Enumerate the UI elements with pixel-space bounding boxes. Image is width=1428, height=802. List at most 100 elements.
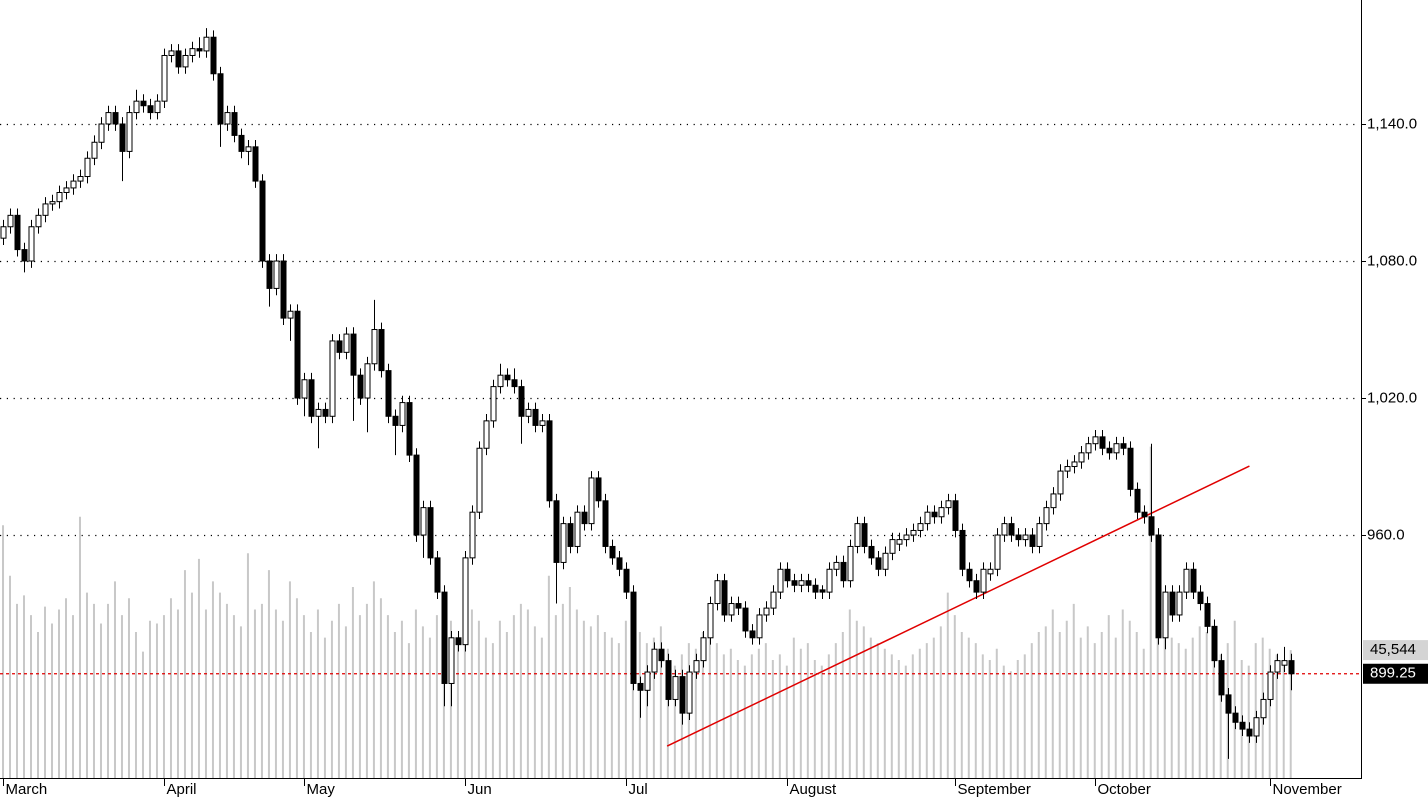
candle-body (910, 529, 917, 536)
candle-body (525, 408, 532, 417)
candle-body (154, 100, 161, 114)
volume-value-box (1363, 640, 1428, 661)
candle-body (812, 584, 819, 593)
candle-body (1176, 591, 1183, 616)
candle-body (413, 454, 420, 536)
x-tick-label: November (1273, 781, 1342, 798)
candle-body (707, 603, 714, 639)
candle-body (1064, 466, 1071, 472)
candle-body (357, 374, 364, 399)
candle-body (1211, 625, 1218, 662)
candle-body (483, 420, 490, 449)
volume-value-label: 45,544 (1370, 641, 1416, 658)
candle-body (840, 561, 847, 582)
candle-body (770, 591, 777, 609)
candle-body (896, 539, 903, 545)
candle-body (847, 545, 854, 582)
candle-body (490, 386, 497, 422)
candle-body (511, 379, 518, 388)
candle-body (735, 603, 742, 609)
candle-body (714, 580, 721, 605)
candle-body (14, 214, 21, 251)
candle-body (35, 214, 42, 228)
candle-body (588, 477, 595, 525)
candle-body (7, 214, 14, 228)
candle-body (1106, 447, 1113, 454)
candle-body (784, 568, 791, 582)
candle-body (98, 123, 105, 143)
candle-body (21, 249, 28, 262)
candle-body (749, 630, 756, 639)
candle-body (1274, 660, 1281, 673)
candle-body (868, 545, 875, 559)
candle-body (553, 500, 560, 563)
candle-body (728, 603, 735, 616)
candle-body (231, 112, 238, 136)
candle-body (980, 568, 987, 593)
candle-body (672, 676, 679, 700)
candle-body (119, 123, 126, 152)
candle-body (973, 580, 980, 593)
candle-body (1148, 516, 1155, 536)
x-tick-label: March (6, 781, 48, 798)
candle-body (1218, 660, 1225, 696)
candle-body (238, 134, 245, 152)
candle-body (56, 192, 63, 203)
candle-body (861, 523, 868, 547)
candle-body (595, 477, 602, 502)
candle-body (1197, 591, 1204, 605)
candle-body (1246, 728, 1253, 737)
candle-body (322, 408, 329, 417)
candle-body (938, 507, 945, 518)
candle-body (763, 607, 770, 616)
candle-body (777, 568, 784, 593)
candle-body (644, 671, 651, 691)
candle-body (280, 260, 287, 319)
candle-body (574, 511, 581, 547)
candle-body (819, 589, 826, 593)
candle-body (252, 146, 259, 182)
candle-body (224, 112, 231, 125)
candle-body (266, 260, 273, 289)
candle-body (504, 374, 511, 381)
candle-body (1036, 523, 1043, 547)
candle-body (882, 552, 889, 570)
x-tick-label: September (958, 781, 1031, 798)
candle-body (42, 203, 49, 216)
candle-body (1043, 507, 1050, 525)
candle-body (1078, 452, 1085, 463)
candle-body (994, 534, 1001, 570)
candle-body (1022, 534, 1029, 541)
candle-body (49, 201, 56, 205)
candle-body (651, 648, 658, 673)
candle-body (343, 333, 350, 353)
candle-body (1085, 443, 1092, 454)
candle-body (91, 141, 98, 159)
candle-body (308, 379, 315, 417)
x-tick-label: October (1098, 781, 1151, 798)
candle-body (1288, 660, 1295, 675)
candle-body (427, 507, 434, 559)
candle-body (217, 73, 224, 125)
candle-body (945, 500, 952, 509)
candle-body (315, 408, 322, 417)
candle-body (1001, 523, 1008, 536)
candle-body (1162, 591, 1169, 639)
candle-body (112, 112, 119, 125)
candle-body (1183, 568, 1190, 593)
candle-body (959, 529, 966, 570)
candle-body (84, 157, 91, 178)
candle-body (721, 580, 728, 616)
candle-body (203, 36, 210, 52)
candle-body (1281, 660, 1288, 666)
candle-body (371, 329, 378, 365)
candle-body (889, 539, 896, 554)
candle-body (854, 523, 861, 547)
candle-body (77, 176, 84, 182)
candle-body (70, 180, 77, 189)
candle-body (609, 545, 616, 559)
candle-body (1092, 436, 1099, 445)
candle-body (742, 607, 749, 632)
